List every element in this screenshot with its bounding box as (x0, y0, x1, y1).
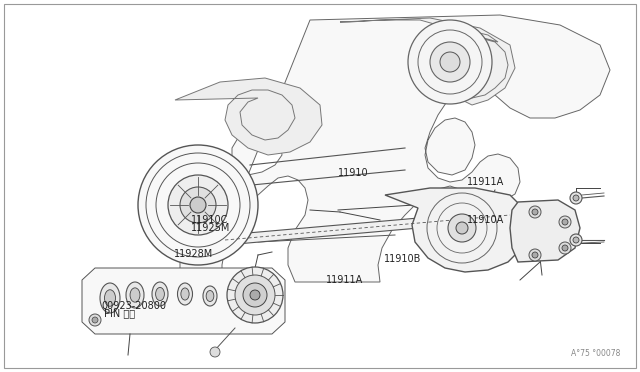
Ellipse shape (100, 283, 120, 313)
Circle shape (430, 42, 470, 82)
Ellipse shape (126, 282, 144, 308)
Polygon shape (175, 78, 322, 155)
Circle shape (448, 214, 476, 242)
Text: 11911A: 11911A (467, 177, 504, 187)
Polygon shape (510, 200, 580, 262)
Circle shape (532, 209, 538, 215)
Ellipse shape (177, 283, 193, 305)
Circle shape (408, 20, 492, 104)
Circle shape (573, 195, 579, 201)
Circle shape (92, 317, 98, 323)
Circle shape (180, 187, 216, 223)
Circle shape (562, 245, 568, 251)
Text: PIN ピン: PIN ピン (104, 308, 135, 318)
Text: 11910: 11910 (338, 168, 369, 178)
Circle shape (529, 206, 541, 218)
Polygon shape (82, 268, 285, 334)
Ellipse shape (203, 286, 217, 306)
Text: 11925M: 11925M (191, 223, 230, 232)
Polygon shape (385, 188, 528, 272)
Circle shape (190, 197, 206, 213)
Circle shape (235, 275, 275, 315)
Circle shape (250, 290, 260, 300)
Circle shape (168, 175, 228, 235)
Ellipse shape (104, 290, 115, 306)
Ellipse shape (181, 288, 189, 300)
Circle shape (570, 192, 582, 204)
Circle shape (89, 314, 101, 326)
Polygon shape (340, 18, 515, 105)
Ellipse shape (156, 288, 164, 301)
Circle shape (570, 234, 582, 246)
Text: 11910B: 11910B (384, 254, 421, 263)
Polygon shape (180, 15, 610, 282)
Ellipse shape (206, 291, 214, 301)
Polygon shape (225, 210, 511, 245)
Text: 11928M: 11928M (174, 249, 213, 259)
Ellipse shape (152, 282, 168, 306)
Circle shape (210, 347, 220, 357)
Circle shape (532, 252, 538, 258)
Circle shape (456, 222, 468, 234)
Text: 00923-20800: 00923-20800 (101, 301, 166, 311)
Circle shape (562, 219, 568, 225)
Circle shape (243, 283, 267, 307)
Circle shape (227, 267, 283, 323)
Circle shape (559, 242, 571, 254)
Text: 11910C: 11910C (191, 215, 228, 225)
Text: 11910A: 11910A (467, 215, 504, 225)
Circle shape (440, 52, 460, 72)
Circle shape (559, 216, 571, 228)
Text: 11911A: 11911A (326, 275, 364, 285)
Circle shape (138, 145, 258, 265)
Text: A°75 °00078: A°75 °00078 (571, 349, 620, 358)
Circle shape (573, 237, 579, 243)
Circle shape (529, 249, 541, 261)
Ellipse shape (130, 288, 140, 302)
